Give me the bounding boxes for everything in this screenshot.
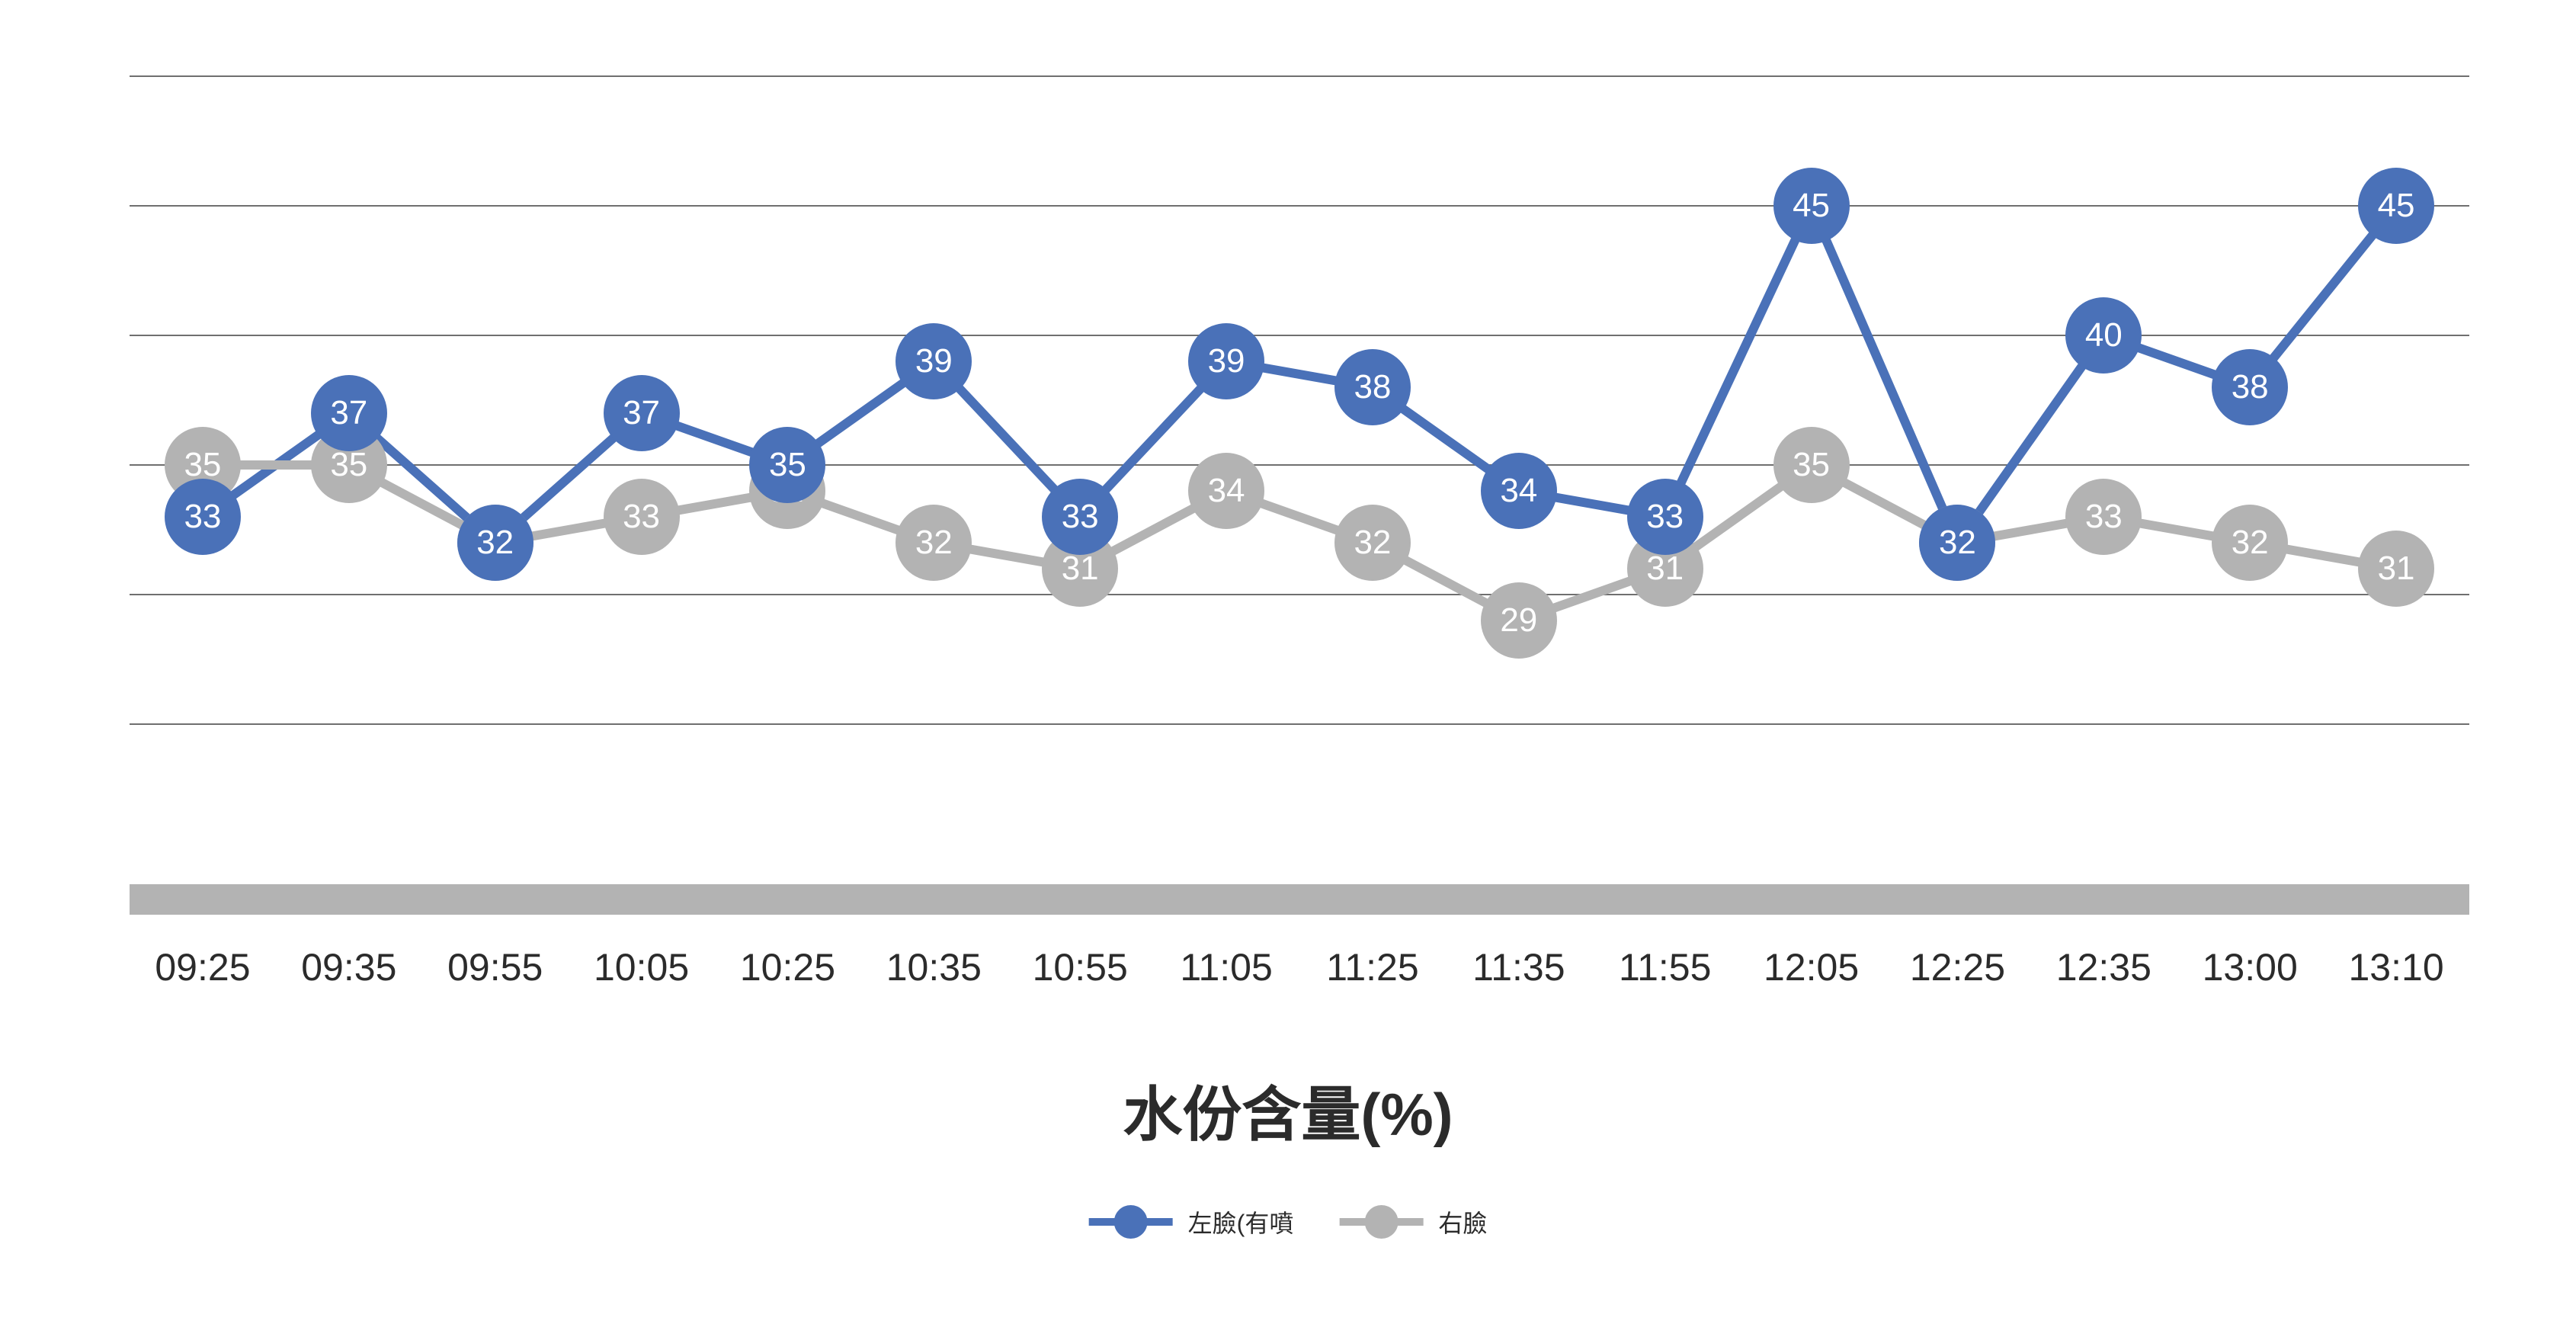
data-marker-left_face: 37 (604, 375, 680, 451)
legend: 左臉(有噴 右臉 (1089, 1204, 1488, 1239)
x-tick-label: 13:10 (2349, 945, 2444, 989)
series-line-left_face (203, 206, 2396, 543)
x-tick-label: 09:55 (447, 945, 543, 989)
legend-label: 左臉(有噴 (1188, 1204, 1294, 1239)
data-marker-right_face: 32 (896, 505, 972, 581)
data-marker-left_face: 33 (165, 479, 241, 555)
plot-area: 3535323334323134322931353233323133373237… (130, 76, 2469, 724)
x-tick-label: 10:25 (740, 945, 835, 989)
legend-dot-icon (1114, 1205, 1148, 1239)
x-tick-label: 12:05 (1764, 945, 1859, 989)
legend-item-right_face: 右臉 (1339, 1204, 1487, 1239)
legend-swatch (1339, 1207, 1423, 1237)
data-marker-right_face: 32 (2212, 505, 2288, 581)
x-tick-label: 10:05 (594, 945, 689, 989)
data-marker-left_face: 38 (2212, 349, 2288, 425)
data-marker-left_face: 39 (1188, 323, 1264, 399)
data-marker-left_face: 45 (2358, 168, 2434, 244)
x-tick-label: 11:35 (1472, 945, 1565, 989)
x-tick-label: 11:05 (1180, 945, 1272, 989)
data-marker-left_face: 40 (2065, 297, 2142, 374)
x-tick-label: 11:55 (1619, 945, 1711, 989)
data-marker-left_face: 38 (1334, 349, 1411, 425)
x-axis-bar (130, 884, 2469, 915)
data-marker-right_face: 33 (604, 479, 680, 555)
data-marker-left_face: 37 (311, 375, 387, 451)
x-tick-label: 10:55 (1033, 945, 1128, 989)
data-marker-left_face: 33 (1042, 479, 1118, 555)
x-tick-label: 12:35 (2056, 945, 2151, 989)
chart-title: 水份含量(%) (1123, 1067, 1453, 1153)
data-marker-left_face: 32 (457, 505, 533, 581)
x-tick-label: 10:35 (886, 945, 982, 989)
data-marker-left_face: 33 (1627, 479, 1703, 555)
series-lines (130, 76, 2469, 724)
legend-swatch (1089, 1207, 1173, 1237)
legend-item-left_face: 左臉(有噴 (1089, 1204, 1294, 1239)
data-marker-right_face: 29 (1481, 582, 1557, 659)
moisture-line-chart: 3535323334323134322931353233323133373237… (0, 0, 2576, 1337)
data-marker-right_face: 35 (1773, 427, 1850, 503)
x-tick-label: 09:35 (301, 945, 396, 989)
data-marker-right_face: 32 (1334, 505, 1411, 581)
data-marker-right_face: 31 (2358, 531, 2434, 607)
data-marker-left_face: 35 (749, 427, 825, 503)
x-tick-label: 11:25 (1326, 945, 1418, 989)
x-tick-label: 12:25 (1910, 945, 2005, 989)
x-tick-label: 13:00 (2203, 945, 2298, 989)
data-marker-right_face: 33 (2065, 479, 2142, 555)
data-marker-right_face: 34 (1188, 453, 1264, 529)
legend-label: 右臉 (1438, 1204, 1487, 1239)
data-marker-left_face: 39 (896, 323, 972, 399)
legend-dot-icon (1364, 1205, 1398, 1239)
data-marker-left_face: 32 (1919, 505, 1995, 581)
x-tick-label: 09:25 (155, 945, 250, 989)
data-marker-left_face: 34 (1481, 453, 1557, 529)
data-marker-left_face: 45 (1773, 168, 1850, 244)
